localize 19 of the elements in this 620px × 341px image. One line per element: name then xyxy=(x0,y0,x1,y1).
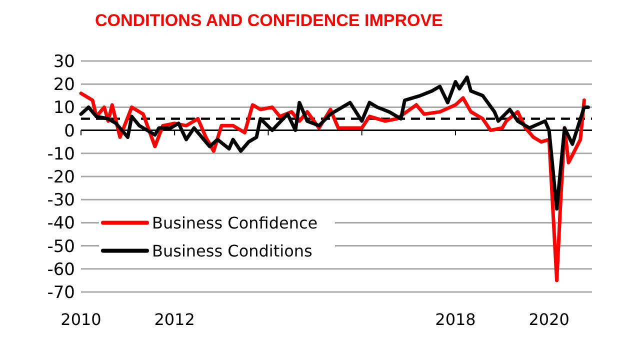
y-tick-label: 30 xyxy=(53,52,75,72)
line-series xyxy=(79,75,590,211)
y-tick-label: -50 xyxy=(47,236,75,257)
chart-title: CONDITIONS AND CONFIDENCE IMPROVE xyxy=(95,11,443,30)
x-tick-label: 2020 xyxy=(528,310,570,329)
y-tick-label: 0 xyxy=(64,121,75,142)
y-tick-label: -20 xyxy=(47,167,75,188)
y-tick-label: -10 xyxy=(47,144,75,164)
x-tick-label: 2010 xyxy=(60,310,102,329)
y-tick-label: -60 xyxy=(47,260,75,280)
y-tick-label: -70 xyxy=(47,282,75,303)
y-tick-label: -40 xyxy=(47,214,75,234)
x-tick-label: 2018 xyxy=(435,310,476,329)
y-tick-label: 10 xyxy=(53,98,75,118)
legend-label: Business Conditions xyxy=(152,241,312,260)
y-tick-label: -30 xyxy=(47,190,75,211)
y-tick-label: 20 xyxy=(53,75,75,96)
x-tick-label: 2012 xyxy=(154,310,195,329)
legend-label: Business Confidence xyxy=(152,213,318,232)
